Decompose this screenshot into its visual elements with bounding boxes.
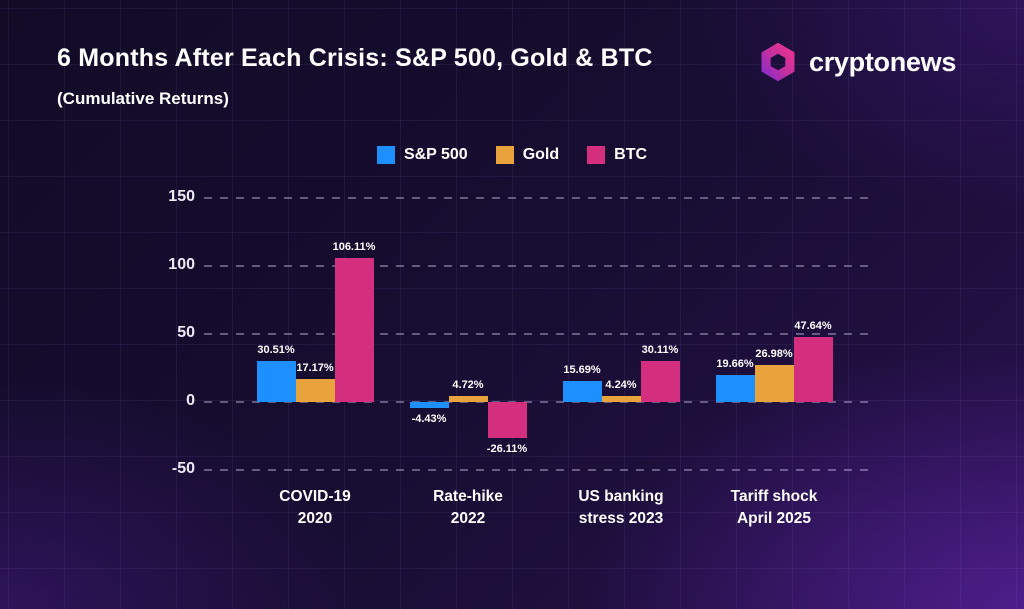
legend-swatch (587, 146, 606, 164)
value-label: -26.11% (486, 442, 528, 455)
y-tick-label: 150 (168, 188, 195, 205)
legend: S&P 500 Gold BTC (0, 146, 1024, 164)
gridline (204, 197, 870, 199)
plot-area: 30.51% 17.17% 106.11% -4.43% 4.72% -26.11% 15.… (204, 197, 870, 471)
chart-title: 6 Months After Each Crisis: S&P 500, Gol… (57, 44, 653, 72)
bar-s-p-500 (562, 380, 602, 402)
bar-btc (334, 257, 374, 402)
legend-item: Gold (495, 146, 560, 164)
value-label: 4.72% (452, 378, 484, 391)
brand-name: cryptonews (809, 46, 957, 77)
value-label: 15.69% (563, 363, 601, 376)
value-label: 17.17% (296, 361, 334, 374)
value-label: 30.51% (257, 343, 295, 356)
value-label: 4.24% (605, 379, 637, 392)
y-tick-label: 0 (186, 392, 195, 409)
legend-label: BTC (614, 146, 648, 163)
y-tick-label: -50 (171, 460, 195, 477)
gridline (204, 333, 870, 335)
value-label: 47.64% (794, 320, 832, 333)
value-label: -4.43% (411, 413, 447, 426)
category-label: Rate-hike 2022 (433, 488, 503, 527)
bar-s-p-500 (256, 360, 296, 402)
cryptonews-logo-icon (761, 42, 795, 82)
gridline (204, 265, 870, 267)
y-tick-label: 100 (168, 256, 195, 273)
bar-gold (295, 378, 335, 402)
bar-btc (793, 337, 833, 402)
legend-label: Gold (522, 146, 560, 163)
value-label: 30.11% (641, 344, 679, 357)
x-axis-labels: COVID-19 2020 Rate-hike 2022 US banking stres… (210, 486, 870, 556)
bar-btc (640, 361, 680, 402)
bar-gold (754, 365, 794, 402)
value-label: 106.11% (332, 240, 376, 253)
legend-label: S&P 500 (403, 146, 468, 163)
bar-gold (448, 395, 488, 402)
bar-gold (601, 396, 641, 402)
y-tick-label: 50 (177, 324, 195, 341)
gridline (204, 401, 870, 403)
value-label: 26.98% (755, 348, 793, 361)
category-label: US banking stress 2023 (578, 488, 664, 527)
bar-s-p-500 (409, 402, 449, 409)
bar-s-p-500 (715, 375, 755, 402)
category-label: COVID-19 2020 (279, 488, 351, 527)
brand-logo: cryptonews (756, 40, 956, 84)
legend-item: BTC (587, 146, 647, 164)
bar-btc (487, 402, 527, 438)
category-label: Tariff shock April 2025 (730, 488, 818, 527)
value-label: 19.66% (716, 358, 754, 371)
legend-swatch (376, 146, 395, 164)
chart-subtitle: (Cumulative Returns) (57, 89, 229, 108)
gridline (204, 469, 870, 471)
legend-item: S&P 500 (376, 146, 468, 164)
y-axis-labels: 150 100 50 0 -50 (138, 188, 195, 477)
legend-swatch (495, 146, 514, 164)
